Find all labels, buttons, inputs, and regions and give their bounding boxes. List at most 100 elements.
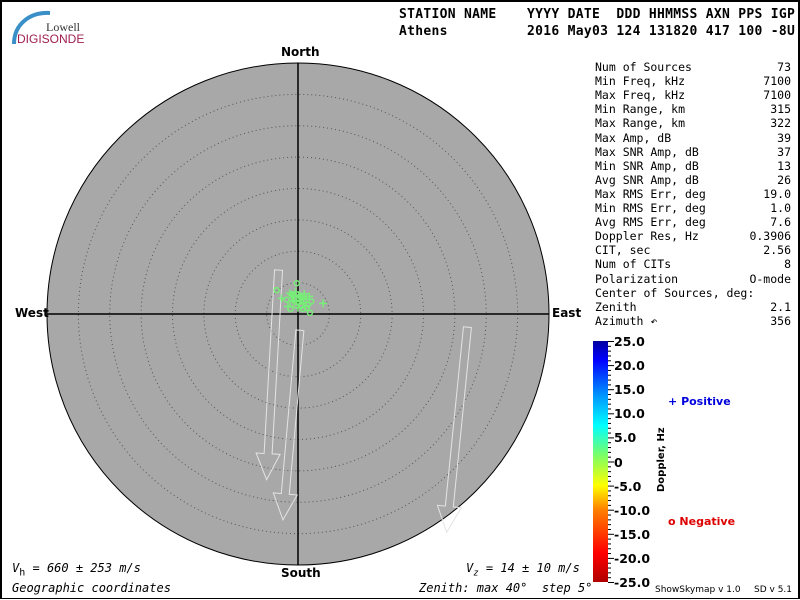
stat-row: Doppler Res, Hz 0.3906 <box>595 229 791 243</box>
stat-value: 1.0 <box>770 201 791 215</box>
legend-positive-label: Positive <box>681 395 731 408</box>
source-point-positive <box>287 291 296 300</box>
stat-label: Min RMS Err, deg <box>595 201 706 215</box>
plus-icon: + <box>668 395 678 408</box>
stat-label: Max Range, km <box>595 116 686 131</box>
legend-positive: + Positive <box>668 395 731 408</box>
stat-value: 322 <box>770 116 791 131</box>
stat-label: Max Freq, kHz <box>595 88 686 103</box>
vertical-velocity: Vz = 14 ± 10 m/s <box>466 561 580 579</box>
colorbar-tick-marks <box>608 341 614 583</box>
stat-row: Max Freq, kHz 7100 <box>595 88 791 102</box>
stat-label: Center of Sources, deg: <box>595 285 755 300</box>
stat-label: Polarization <box>595 271 679 286</box>
stat-row: Polarization O-mode <box>595 272 791 286</box>
stat-value: 0.3906 <box>749 229 791 244</box>
stat-row: Zenith 2.1 <box>595 300 791 314</box>
colorbar-tick-label: -5.0 <box>614 478 642 494</box>
legend-negative: o Negative <box>668 515 735 528</box>
stat-value: 356 <box>770 313 791 328</box>
stat-value: 73 <box>777 60 791 74</box>
stat-label: Zenith <box>595 299 637 314</box>
colorbar-tick-label: -15.0 <box>614 526 651 542</box>
stat-label: Doppler Res, Hz <box>595 229 699 244</box>
stat-label: Min Freq, kHz <box>595 74 686 89</box>
stat-row: Azimuth ↶ 356 <box>595 314 791 328</box>
doppler-colorbar <box>593 341 608 582</box>
stat-row: Num of CITs 8 <box>595 257 791 271</box>
stat-row: Min SNR Amp, dB 13 <box>595 159 791 173</box>
station-name: Athens <box>399 24 448 39</box>
stat-value: 7100 <box>763 88 791 103</box>
logo-lowell: Lowell <box>46 20 80 34</box>
source-point-positive <box>319 299 328 308</box>
horizontal-velocity: Vh = 660 ± 253 m/s <box>12 561 141 579</box>
source-point-positive <box>288 296 297 305</box>
stat-row: Max Amp, dB 39 <box>595 131 791 145</box>
stat-row: Max RMS Err, deg 19.0 <box>595 187 791 201</box>
source-point-negative <box>303 304 311 311</box>
source-point-negative <box>287 305 294 313</box>
source-point-positive <box>295 299 304 308</box>
colorbar-tick-label: 0 <box>614 454 623 470</box>
colorbar-tick-label: -25.0 <box>614 575 651 590</box>
colorbar-tick-label: 15.0 <box>614 382 645 398</box>
stat-row: Min RMS Err, deg 1.0 <box>595 201 791 215</box>
source-point-negative <box>299 305 307 313</box>
colorbar-tick-label: 5.0 <box>614 430 637 446</box>
stat-label: Max SNR Amp, dB <box>595 144 699 159</box>
stat-value: 13 <box>777 158 791 173</box>
source-point-negative <box>273 286 280 294</box>
north-label: North <box>281 45 320 59</box>
stat-value: O-mode <box>749 271 791 286</box>
stat-row: CIT, sec 2.56 <box>595 243 791 257</box>
velocity-arrow <box>255 269 284 481</box>
stat-label: Avg SNR Amp, dB <box>595 172 699 187</box>
south-label: South <box>281 566 321 580</box>
fields-label: YYYY DATE DDD HHMMSS AXN PPS IGP <box>527 7 796 22</box>
stat-label: Num of Sources <box>595 60 692 74</box>
stat-label: Azimuth ↶ <box>595 313 658 328</box>
logo-digisonde: DIGISONDE <box>17 32 85 46</box>
source-point-positive <box>305 292 314 301</box>
stat-value: 7100 <box>763 74 791 89</box>
station-name-label: STATION NAME <box>399 7 497 22</box>
colorbar-tick-label: 25.0 <box>614 334 645 349</box>
stat-value: 2.1 <box>770 299 791 314</box>
stat-value: 26 <box>777 172 791 187</box>
stat-label: Max Amp, dB <box>595 130 672 145</box>
stat-value: 2.56 <box>763 243 791 258</box>
stat-label: Min Range, km <box>595 102 686 117</box>
stat-row: Center of Sources, deg: <box>595 286 791 300</box>
source-point-positive <box>285 289 294 298</box>
circle-icon: o <box>668 515 676 528</box>
colorbar-tick-label: 20.0 <box>614 358 645 374</box>
skymap-plot <box>46 62 550 566</box>
source-point-positive <box>300 289 309 298</box>
zenith-label: Zenith: max 40° step 5° <box>419 581 593 595</box>
stat-row: Num of Sources 73 <box>595 60 791 74</box>
stat-value: 39 <box>777 130 791 145</box>
stat-value: 315 <box>770 102 791 117</box>
coordinates-label: Geographic coordinates <box>12 581 171 595</box>
stat-row: Min Freq, kHz 7100 <box>595 74 791 88</box>
velocity-arrow <box>272 329 305 522</box>
colorbar-tick-label: -10.0 <box>614 502 651 518</box>
east-label: East <box>552 306 582 320</box>
colorbar-tick-label: 10.0 <box>614 406 645 422</box>
source-point-positive <box>296 291 305 300</box>
stat-label: Avg RMS Err, deg <box>595 215 706 230</box>
colorbar-label: Doppler, Hz <box>656 427 667 492</box>
colorbar-tick-label: -20.0 <box>614 550 651 566</box>
stat-value: 19.0 <box>763 186 791 201</box>
source-point-negative <box>306 309 314 316</box>
source-point-negative <box>307 298 315 305</box>
stat-value: 37 <box>777 144 791 159</box>
legend-negative-label: Negative <box>679 515 736 528</box>
stat-label: CIT, sec <box>595 243 651 258</box>
sd-version: SD v 5.1 <box>754 585 793 595</box>
velocity-arrow <box>436 326 472 534</box>
stat-value: 8 <box>784 257 791 272</box>
stat-value: 7.6 <box>770 215 791 230</box>
